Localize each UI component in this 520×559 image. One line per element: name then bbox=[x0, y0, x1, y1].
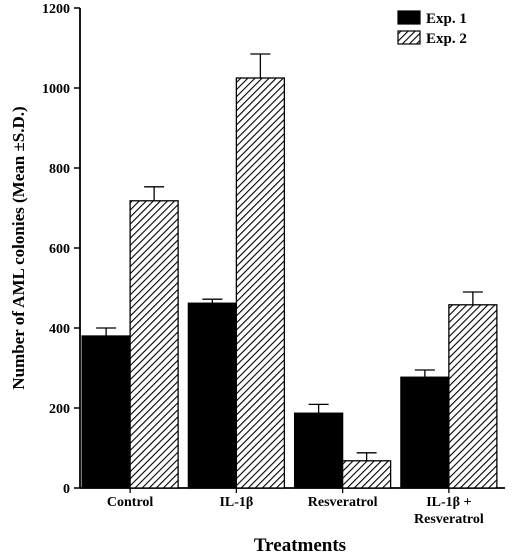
x-tick-label: Resveratrol bbox=[308, 495, 378, 510]
x-tick-label: Resveratrol bbox=[414, 512, 484, 527]
category-labels: Control IL-1β Resveratrol IL-1β + Resveratro… bbox=[107, 495, 484, 527]
bar-exp2 bbox=[129, 200, 179, 489]
x-tick-label: IL-1β + bbox=[426, 495, 471, 510]
x-tick-label: Control bbox=[107, 495, 154, 510]
y-axis-title: Number of AML colonies (Mean ±S.D.) bbox=[9, 106, 28, 389]
bar-exp1 bbox=[81, 335, 131, 489]
y-tick-label: 0 bbox=[63, 482, 70, 497]
x-tick-label: IL-1β bbox=[219, 495, 253, 510]
bar-exp1 bbox=[187, 302, 238, 489]
legend-label: Exp. 2 bbox=[426, 31, 467, 47]
bar-exp2 bbox=[448, 304, 498, 489]
y-tick-label: 200 bbox=[49, 402, 70, 417]
y-tick-label: 400 bbox=[49, 322, 70, 337]
legend-swatch bbox=[397, 10, 421, 25]
y-tick-label: 800 bbox=[49, 162, 70, 177]
x-axis bbox=[80, 487, 505, 493]
legend-swatch bbox=[397, 30, 421, 45]
y-tick-label: 600 bbox=[49, 242, 70, 257]
y-axis: 0 200 400 600 800 1000 1200 bbox=[42, 2, 81, 497]
legend-label: Exp. 1 bbox=[426, 11, 467, 27]
legend: Exp. 1 Exp. 2 bbox=[397, 10, 467, 47]
bar-exp2 bbox=[235, 77, 286, 489]
bars-group bbox=[81, 53, 498, 489]
y-tick-label: 1200 bbox=[42, 2, 70, 17]
bar-exp2 bbox=[341, 460, 392, 489]
bar-exp1 bbox=[400, 376, 450, 489]
bar-exp1 bbox=[293, 412, 344, 489]
y-tick-label: 1000 bbox=[42, 82, 70, 97]
x-axis-title: Treatments bbox=[254, 535, 346, 556]
